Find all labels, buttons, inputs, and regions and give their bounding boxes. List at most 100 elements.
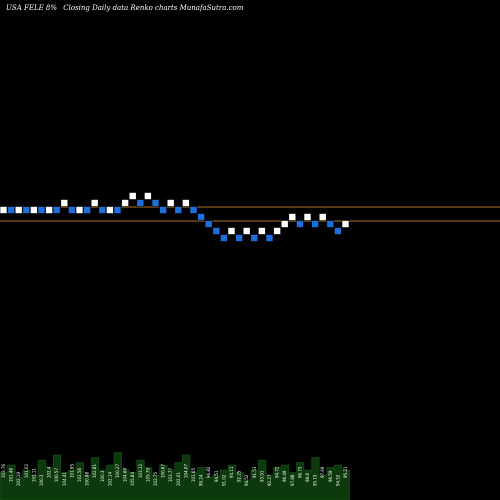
brick-45-up: [341, 220, 350, 228]
price-label-26: 99.24: [199, 474, 204, 486]
price-label-42: 97.69: [320, 466, 325, 478]
price-label-23: 102.01: [176, 472, 181, 486]
price-label-9: 101.95: [69, 464, 74, 478]
brick-29-down: [220, 234, 228, 242]
price-label-6: 102.4: [47, 466, 52, 478]
price-label-5: 100.3: [39, 474, 44, 486]
brick-39-down: [296, 220, 304, 228]
price-label-12: 102.81: [92, 464, 97, 478]
brick-20-down: [151, 199, 160, 207]
price-label-11: 100.88: [85, 472, 90, 486]
price-label-2: 102.19: [16, 472, 21, 486]
price-label-1: 101.46: [9, 468, 14, 482]
brick-23-down: [174, 206, 183, 214]
price-label-40: 98.8: [305, 473, 310, 482]
price-label-36: 94.72: [275, 466, 280, 478]
price-label-14: 102.14: [107, 472, 112, 486]
price-label-43: 96.59: [328, 470, 333, 482]
price-label-21: 100.67: [161, 464, 166, 478]
brick-36-up: [273, 227, 281, 235]
price-label-27: 96.82: [206, 466, 211, 478]
price-label-30: 94.11: [229, 466, 234, 478]
brick-2-up: [14, 206, 23, 214]
brick-27-down: [204, 220, 213, 228]
price-label-41: 95.15: [313, 474, 318, 486]
brick-40-up: [303, 213, 312, 221]
chart-subtitle: Closing Daily data Renko charts MunafaSu…: [63, 4, 244, 12]
brick-10-up: [75, 206, 84, 214]
price-label-45: 95.21: [343, 466, 348, 478]
price-label-24: 104.07: [183, 464, 188, 478]
brick-8-up: [60, 199, 69, 207]
brick-9-down: [68, 206, 76, 214]
price-label-29: 91.02: [221, 474, 226, 486]
price-label-35: 92.27: [267, 474, 272, 486]
price-label-3: 101.02: [24, 464, 29, 478]
brick-34-up: [258, 227, 266, 235]
price-label-34: 93.91: [259, 470, 264, 482]
price-label-16: 104.68: [123, 468, 128, 482]
brick-32-up: [242, 227, 251, 235]
brick-24-up: [182, 199, 190, 207]
price-label-44: 94.52: [335, 474, 340, 486]
brick-17-up: [128, 192, 137, 200]
price-label-33: 91.53: [252, 466, 257, 478]
brick-1-down: [7, 206, 15, 214]
brick-3-down: [22, 206, 31, 214]
price-label-32: 94.52: [244, 474, 249, 486]
brick-43-down: [326, 220, 335, 228]
brick-33-down: [250, 234, 259, 242]
brick-19-up: [144, 192, 152, 200]
price-label-17: 105.84: [130, 472, 135, 486]
brick-13-down: [98, 206, 107, 214]
brick-25-down: [189, 206, 198, 214]
brick-7-down: [52, 206, 61, 214]
brick-42-up: [318, 213, 327, 221]
brick-5-down: [37, 206, 46, 214]
price-label-37: 96.49: [282, 470, 287, 482]
brick-12-up: [90, 199, 99, 207]
brick-14-up: [106, 206, 114, 214]
brick-44-down: [334, 227, 342, 235]
brick-38-up: [288, 213, 297, 221]
price-label-20: 102.75: [153, 472, 158, 486]
price-label-22: 103.77: [168, 468, 173, 482]
brick-16-up: [121, 199, 129, 207]
brick-31-down: [235, 234, 243, 242]
price-label-7: 100.57: [54, 468, 59, 482]
price-label-38: 97.88: [290, 474, 295, 486]
volume-area: [0, 452, 350, 500]
price-label-4: 102.11: [31, 468, 36, 482]
chart-header: USA FELE 8% Closing Daily data Renko cha…: [6, 2, 247, 14]
volume-layer: [0, 452, 350, 500]
price-label-13: 100.3: [100, 470, 105, 482]
price-label-25: 101.65: [191, 468, 196, 482]
price-label-28: 94.51: [214, 470, 219, 482]
price-label-8: 104.41: [62, 472, 67, 486]
price-label-39: 96.73: [297, 466, 302, 478]
brick-15-down: [113, 206, 122, 214]
price-label-15: 100.27: [115, 464, 120, 478]
price-label-10: 102.56: [77, 468, 82, 482]
brick-11-down: [83, 206, 91, 214]
bricks-layer: [0, 192, 350, 242]
brick-21-down: [159, 206, 167, 214]
price-label-18: 103.12: [138, 464, 143, 478]
brick-6-up: [45, 206, 53, 214]
brick-18-down: [136, 199, 145, 207]
price-label-31: 92.25: [237, 470, 242, 482]
brick-37-up: [280, 220, 289, 228]
price-label-0: 103.76: [1, 464, 6, 478]
brick-41-down: [311, 220, 319, 228]
brick-4-up: [30, 206, 38, 214]
brick-26-down: [197, 213, 205, 221]
chart-title: USA FELE 8%: [6, 4, 58, 12]
brick-22-up: [166, 199, 175, 207]
brick-0-up: [0, 206, 8, 214]
brick-30-up: [227, 227, 236, 235]
price-label-19: 105.79: [145, 468, 150, 482]
brick-28-down: [212, 227, 221, 235]
